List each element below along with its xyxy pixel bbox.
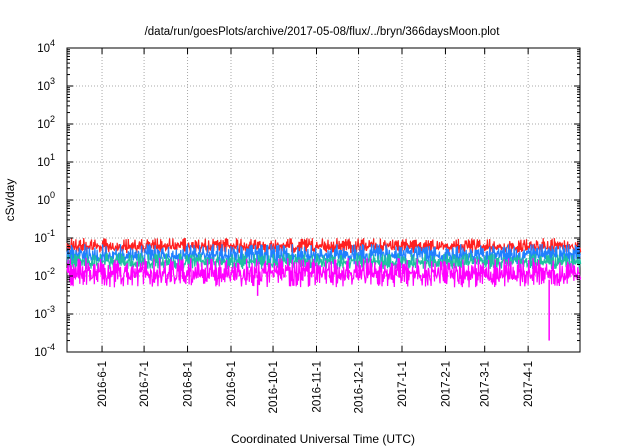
y-tick-label-base: 10 — [37, 195, 50, 207]
data-series-1 — [66, 237, 582, 254]
x-tick-label: 2017-3-1 — [480, 361, 492, 407]
chart-title: /data/run/goesPlots/archive/2017-05-08/f… — [145, 26, 501, 38]
y-tick-label-base: 10 — [34, 233, 47, 245]
data-series-layer — [66, 237, 582, 341]
y-tick-label-exponent: 3 — [50, 76, 55, 86]
y-tick-label-base: 10 — [34, 309, 47, 321]
y-tick-label: 100 — [37, 190, 55, 207]
y-tick-label-base: 10 — [37, 119, 50, 131]
y-tick-label-exponent: 2 — [50, 114, 55, 124]
y-axis-label: cSv/day — [3, 179, 17, 222]
y-tick-label-exponent: 0 — [50, 190, 55, 200]
x-tick-label: 2016-7-1 — [139, 361, 151, 407]
y-tick-label-exponent: -2 — [47, 266, 55, 276]
y-tick-label: 103 — [37, 76, 55, 93]
x-tick-label: 2016-11-1 — [311, 361, 323, 413]
x-axis-label: Coordinated Universal Time (UTC) — [231, 432, 415, 446]
y-tick-label: 102 — [37, 114, 55, 131]
x-tick-label: 2016-6-1 — [97, 361, 109, 407]
y-tick-label-base: 10 — [37, 81, 50, 93]
x-tick-label: 2017-4-1 — [523, 361, 535, 407]
y-tick-label-base: 10 — [34, 271, 47, 283]
data-series-4 — [66, 257, 582, 288]
x-tick-label: 2016-12-1 — [354, 361, 366, 413]
x-tick-label: 2017-1-1 — [397, 361, 409, 407]
y-tick-label-exponent: -4 — [47, 342, 55, 352]
y-tick-label-exponent: 1 — [50, 152, 55, 162]
x-tick-label: 2016-10-1 — [268, 361, 280, 413]
y-tick-label: 10-1 — [34, 228, 55, 245]
y-tick-label-exponent: -3 — [47, 304, 55, 314]
x-tick-label: 2016-8-1 — [183, 361, 195, 407]
y-tick-label: 104 — [37, 38, 55, 55]
y-tick-label-base: 10 — [37, 43, 50, 55]
axis-ticks — [67, 47, 580, 353]
grid-lines — [67, 48, 580, 352]
y-tick-label-base: 10 — [37, 157, 50, 169]
x-tick-label: 2016-9-1 — [226, 361, 238, 407]
y-tick-label: 10-3 — [34, 304, 55, 321]
y-tick-label-base: 10 — [34, 347, 47, 359]
x-tick-label: 2017-2-1 — [440, 361, 452, 407]
y-tick-label: 10-4 — [34, 342, 55, 359]
y-tick-label: 10-2 — [34, 266, 55, 283]
y-tick-label: 101 — [37, 152, 55, 169]
y-tick-label-exponent: -1 — [47, 228, 55, 238]
y-tick-label-exponent: 4 — [50, 38, 55, 48]
